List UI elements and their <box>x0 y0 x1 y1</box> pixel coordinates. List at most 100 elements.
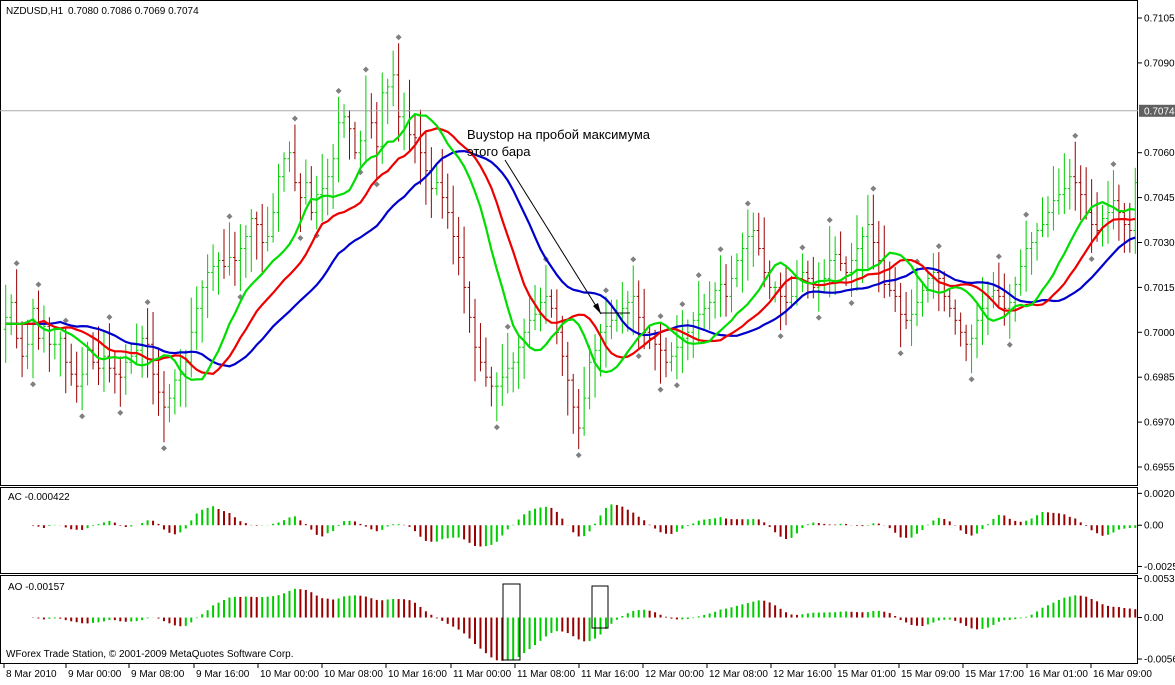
fractal-down-marker <box>777 333 784 340</box>
price-bar <box>489 366 494 407</box>
price-bar <box>309 166 314 221</box>
y-tick-label: 0.6955 <box>1144 463 1175 474</box>
price-bar <box>1051 166 1056 231</box>
fractal-up-marker <box>826 217 833 224</box>
fractal-down-marker <box>160 445 167 452</box>
ma-red-line <box>5 127 1136 375</box>
price-bar <box>1045 196 1050 238</box>
price-bar <box>336 96 341 183</box>
fractal-up-marker <box>657 313 664 320</box>
fractal-up-marker <box>717 246 724 253</box>
time-axis: 8 Mar 2010 9 Mar 00:00 9 Mar 08:00 9 Mar 16… <box>3 664 1152 680</box>
price-bar <box>953 299 958 335</box>
fractal-up-marker <box>1023 211 1030 218</box>
price-bar <box>734 253 739 288</box>
price-bar <box>1116 184 1121 241</box>
price-bars <box>3 43 1138 450</box>
price-bar <box>129 343 134 374</box>
price-bar <box>554 289 559 345</box>
ao-tick-label: 0.00 <box>1144 613 1164 624</box>
price-bar <box>1056 168 1061 215</box>
ao-panel-frame <box>0 575 1138 664</box>
price-bar <box>205 254 210 319</box>
y-tick-label: 0.6970 <box>1144 418 1175 429</box>
x-tick-label: 8 Mar 2010 <box>6 669 57 680</box>
price-bar <box>893 267 898 312</box>
price-bar <box>1067 158 1072 210</box>
price-bar <box>909 289 914 346</box>
price-bar <box>549 289 554 318</box>
price-bar <box>538 287 543 332</box>
price-bar <box>958 312 963 347</box>
price-bar <box>756 212 761 256</box>
price-bar <box>773 281 778 303</box>
price-bar <box>391 50 396 107</box>
price-bar <box>331 144 336 209</box>
price-bar <box>80 347 85 411</box>
price-bar <box>52 329 57 360</box>
price-bar <box>669 342 674 372</box>
fractal-up-marker <box>744 200 751 207</box>
price-bar <box>533 284 538 331</box>
price-bar <box>423 131 428 205</box>
price-bar <box>211 244 216 291</box>
arrow-head <box>593 303 601 314</box>
price-bar <box>947 289 952 318</box>
fractal-down-marker <box>493 424 500 431</box>
price-panel-frame <box>0 0 1138 486</box>
x-tick-label: 10 Mar 08:00 <box>324 669 383 680</box>
price-bar <box>724 264 729 317</box>
price-bar <box>778 272 783 331</box>
annotation-arrow <box>504 159 602 315</box>
price-bar <box>833 236 838 295</box>
price-bar <box>172 369 177 415</box>
ao-tick-label: 0.00532 <box>1144 574 1175 585</box>
price-bar <box>767 260 772 300</box>
price-bar <box>238 224 243 291</box>
price-bar <box>740 232 745 293</box>
price-bar <box>707 281 712 330</box>
fractal-up-marker <box>62 317 69 324</box>
price-bar <box>582 366 587 436</box>
fractal-markers <box>13 34 1117 459</box>
x-tick-label: 16 Mar 01:00 <box>1029 669 1088 680</box>
price-bar <box>74 351 79 403</box>
price-bar <box>751 212 756 267</box>
x-tick-label: 15 Mar 09:00 <box>901 669 960 680</box>
chart-title-symbol: NZDUSD,H1 <box>6 6 64 17</box>
x-tick-label: 10 Mar 16:00 <box>388 669 447 680</box>
price-bar <box>784 267 789 326</box>
fractal-up-marker <box>630 256 637 263</box>
x-tick-label: 15 Mar 17:00 <box>965 669 1024 680</box>
price-bar <box>145 308 150 378</box>
price-bar <box>140 325 145 378</box>
price-bar <box>221 229 226 279</box>
highlight-box <box>502 583 521 661</box>
price-bar <box>20 321 25 378</box>
fractal-down-marker <box>673 382 680 389</box>
current-price-label: 0.7074 <box>1144 106 1175 117</box>
fractal-up-marker <box>602 287 609 294</box>
y-tick-label: 0.7000 <box>1144 328 1175 339</box>
price-bar <box>871 194 876 270</box>
price-bar <box>36 290 41 350</box>
price-bar <box>1133 167 1138 254</box>
price-bar <box>473 298 478 382</box>
price-bar <box>1127 202 1132 253</box>
fractal-down-marker <box>117 409 124 416</box>
price-bar <box>363 75 368 164</box>
price-bar <box>696 281 701 344</box>
ac-tick-label: 0.00 <box>1144 521 1164 532</box>
fractal-up-marker <box>995 253 1002 260</box>
x-tick-label: 11 Mar 08:00 <box>517 669 576 680</box>
y-tick-label: 0.7015 <box>1144 283 1175 294</box>
price-bar <box>996 262 1001 309</box>
ac-title: AC -0.000422 <box>8 492 70 503</box>
price-bar <box>303 159 308 205</box>
price-bar <box>713 282 718 319</box>
fractal-up-marker <box>870 185 877 192</box>
price-bar <box>1073 141 1078 211</box>
price-bar <box>407 79 412 152</box>
price-bar <box>161 371 166 443</box>
